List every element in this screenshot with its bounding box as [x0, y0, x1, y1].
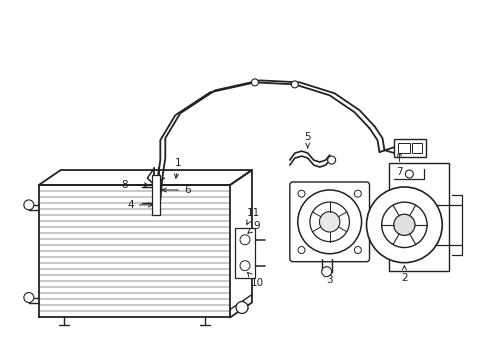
Text: 11: 11 [246, 208, 259, 224]
Circle shape [24, 200, 34, 210]
Text: 10: 10 [247, 273, 263, 288]
Circle shape [297, 190, 361, 254]
Circle shape [366, 187, 441, 263]
Circle shape [393, 214, 414, 235]
Bar [398, 143, 409, 153]
Circle shape [291, 81, 298, 88]
Text: 8: 8 [121, 180, 148, 190]
Circle shape [236, 302, 247, 314]
Text: 4: 4 [127, 200, 152, 210]
Circle shape [240, 235, 249, 245]
Circle shape [24, 293, 34, 302]
Circle shape [405, 170, 412, 178]
Bar [394, 139, 426, 157]
Text: 9: 9 [247, 221, 260, 233]
Circle shape [309, 202, 349, 242]
Text: 7: 7 [395, 152, 402, 177]
Text: 1: 1 [174, 158, 181, 178]
Text: 3: 3 [325, 269, 332, 285]
Bar [411, 143, 422, 153]
Circle shape [240, 261, 249, 271]
Text: 2: 2 [400, 266, 407, 283]
Circle shape [381, 202, 426, 248]
Bar [235, 228, 254, 278]
Circle shape [319, 212, 339, 232]
Bar [152, 175, 160, 215]
FancyBboxPatch shape [289, 182, 369, 262]
Circle shape [251, 79, 258, 86]
Circle shape [354, 190, 361, 197]
Text: 6: 6 [162, 185, 190, 195]
Circle shape [297, 247, 305, 253]
Circle shape [327, 156, 335, 164]
Circle shape [354, 247, 361, 253]
Circle shape [321, 267, 331, 276]
FancyBboxPatch shape [388, 163, 448, 271]
Circle shape [297, 190, 305, 197]
Text: 5: 5 [304, 132, 310, 148]
